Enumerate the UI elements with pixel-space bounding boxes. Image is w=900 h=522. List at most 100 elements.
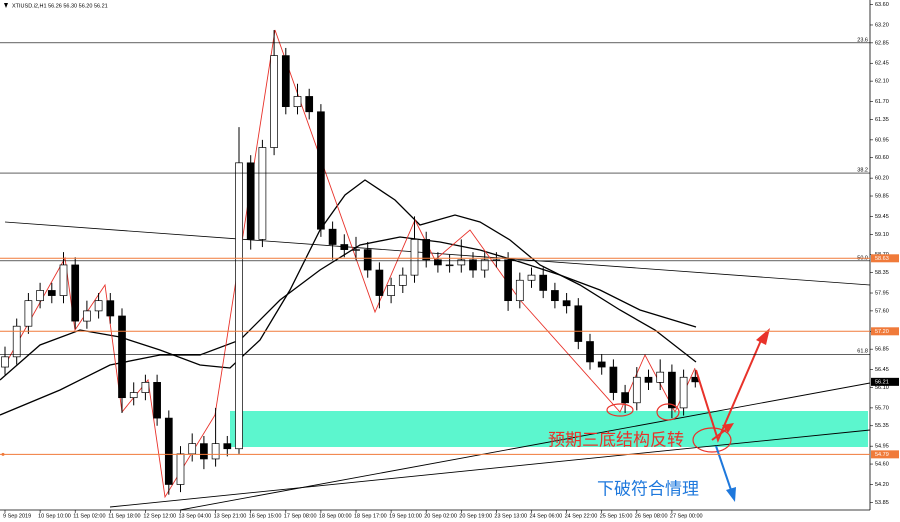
candle-body	[352, 249, 360, 251]
fib-label: 61.8	[857, 349, 868, 355]
y-tick-label: 62.45	[875, 61, 889, 67]
y-tick-label: 61.70	[875, 99, 889, 105]
candle-body	[59, 264, 68, 296]
trend-line	[109, 429, 871, 508]
candle-body	[644, 376, 653, 383]
candle-body	[258, 147, 267, 240]
x-tick-label: 20 Sep 02:00	[424, 513, 457, 519]
ellipse-marker	[692, 427, 732, 453]
arrow	[715, 445, 732, 491]
candle-body	[328, 228, 337, 245]
candle-body	[668, 371, 676, 409]
candle-body	[504, 259, 512, 302]
y-tick-label: 57.95	[875, 290, 889, 296]
candle-body	[632, 376, 641, 404]
x-tick-label: 10 Sep 10:00	[38, 513, 71, 519]
candle-body	[129, 392, 138, 399]
candle-body	[211, 443, 220, 460]
candle-body	[679, 376, 688, 409]
candle-body	[562, 300, 571, 307]
candle-body	[200, 443, 208, 460]
candle-body	[71, 264, 80, 322]
y-tick-label: 57.60	[875, 308, 889, 314]
y-tick-label: 59.85	[875, 193, 889, 199]
y-tick-label: 62.10	[875, 79, 889, 85]
candle-body	[141, 382, 150, 393]
candle-body	[492, 259, 501, 261]
candle-body	[375, 269, 384, 296]
y-tick-label: 60.95	[875, 137, 889, 143]
x-tick-label: 16 Sep 15:00	[249, 513, 282, 519]
x-tick-label: 18 Sep 17:00	[354, 513, 387, 519]
candle-body	[434, 259, 442, 266]
y-tick-label: 55.35	[875, 423, 889, 429]
x-tick-label: 25 Sep 15:00	[600, 513, 633, 519]
x-tick-label: 11 Sep 02:00	[73, 513, 105, 519]
y-tick-label: 59.10	[875, 232, 889, 238]
current-price-label: 56.21	[875, 379, 889, 385]
candle-body	[527, 274, 536, 281]
candle-body	[118, 315, 126, 399]
price-tag	[871, 450, 899, 459]
candle-body	[94, 300, 103, 312]
ellipse-marker	[656, 403, 680, 421]
ellipse-marker	[606, 403, 634, 417]
header: XTIUSD.i2,H1 56.26 56.30 56.20 56.21	[12, 3, 108, 9]
candle-body	[106, 300, 115, 317]
arrow-head	[722, 423, 734, 433]
price-tag	[871, 327, 899, 336]
candle-body	[188, 443, 197, 455]
candle-body	[621, 392, 629, 404]
x-tick-label: 20 Sep 19:00	[459, 513, 492, 519]
candle-body	[36, 290, 44, 302]
y-tick-label: 56.85	[875, 347, 889, 353]
candle-body	[281, 55, 290, 108]
y-tick-label: 62.85	[875, 40, 889, 46]
header-icon	[4, 3, 8, 8]
arrow-head	[726, 487, 736, 502]
y-tick-label: 54.95	[875, 444, 889, 450]
candle-body	[246, 162, 255, 240]
candle-body	[235, 162, 243, 450]
candle-body	[515, 279, 524, 302]
y-tick-label: 54.20	[875, 482, 889, 488]
y-tick-label: 53.85	[875, 500, 889, 506]
arrow-head	[756, 328, 770, 345]
y-tick-label: 60.60	[875, 155, 889, 161]
y-tick-label: 61.35	[875, 117, 889, 123]
arrow	[711, 427, 729, 441]
moving-average	[0, 236, 697, 416]
candle-body	[1, 356, 9, 368]
candle-body	[398, 274, 407, 286]
y-tick-label: 59.45	[875, 214, 889, 220]
y-tick-label: 63.20	[875, 22, 889, 28]
candle-body	[176, 453, 185, 485]
candle-body	[445, 264, 454, 267]
annotation: 预期三底结构反转	[548, 430, 684, 449]
y-tick-label: 60.20	[875, 176, 889, 182]
candle-body	[47, 290, 56, 296]
candle-body	[270, 55, 278, 148]
x-tick-label: 17 Sep 08:00	[284, 513, 317, 519]
y-tick-label: 55.70	[875, 405, 889, 411]
x-tick-label: 23 Sep 13:00	[494, 513, 527, 519]
candle-body	[153, 382, 161, 419]
candle-body	[223, 443, 232, 450]
candle-body	[293, 96, 302, 108]
candles	[1, 30, 700, 495]
candle-body	[305, 96, 314, 113]
candle-body	[387, 285, 395, 296]
moving-average	[0, 179, 697, 381]
price-tag-label: 54.79	[875, 452, 889, 458]
candle-body	[363, 249, 372, 271]
candle-body	[410, 239, 419, 276]
fib-label: 23.6	[857, 37, 868, 43]
x-tick-label: 12 Sep 12:00	[143, 513, 176, 519]
x-tick-label: 19 Sep 10:00	[389, 513, 422, 519]
candle-body	[317, 111, 325, 230]
candle-body	[597, 361, 606, 368]
fib-label: 38.2	[857, 167, 868, 173]
current-price-tag	[871, 377, 899, 386]
